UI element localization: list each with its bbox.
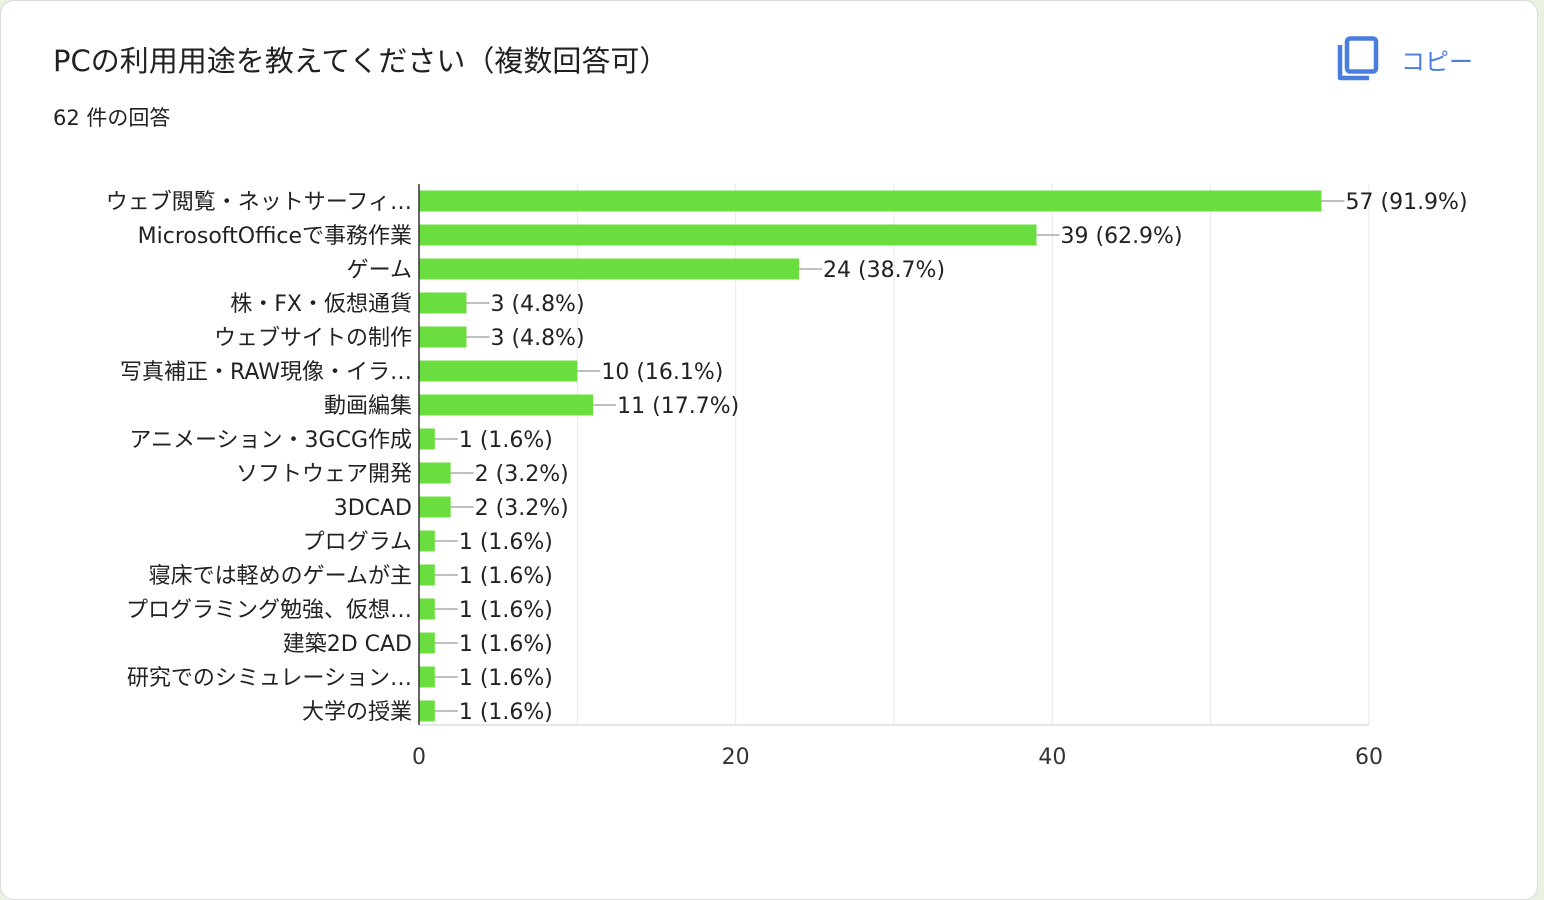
data-label: 3 (4.8%) — [491, 326, 585, 351]
category-label: 寝床では軽めのゲームが主 — [149, 564, 412, 589]
category-label: 写真補正・RAW現像・イラ… — [120, 360, 412, 385]
category-label: 大学の授業 — [302, 700, 412, 725]
category-label: MicrosoftOfficeで事務作業 — [138, 224, 412, 249]
category-label: ゲーム — [347, 258, 412, 283]
copy-label: コピー — [1401, 47, 1473, 76]
bar — [419, 462, 451, 484]
bar — [419, 326, 467, 348]
data-label: 1 (1.6%) — [459, 632, 553, 657]
data-label: 3 (4.8%) — [491, 292, 585, 317]
bar — [419, 394, 594, 416]
data-label: 11 (17.7%) — [617, 394, 739, 419]
question-title: PCの利用用途を教えてください（複数回答可） — [53, 44, 669, 78]
response-count: 62 件の回答 — [53, 106, 171, 130]
bar — [419, 190, 1322, 212]
bar — [419, 292, 467, 314]
bar — [419, 700, 435, 722]
bar — [419, 530, 435, 552]
data-label: 24 (38.7%) — [823, 258, 945, 283]
x-tick-label: 60 — [1355, 745, 1383, 770]
bar — [419, 224, 1037, 246]
category-label: 動画編集 — [324, 394, 412, 419]
category-label: プログラミング勉強、仮想… — [126, 598, 412, 623]
bar — [419, 496, 451, 518]
bar — [419, 258, 799, 280]
category-label: 株・FX・仮想通貨 — [230, 292, 412, 317]
x-tick-label: 40 — [1038, 745, 1066, 770]
bar — [419, 598, 435, 620]
category-label: ソフトウェア開発 — [236, 462, 412, 487]
copy-button[interactable]: コピー — [1337, 35, 1473, 83]
category-label: ウェブ閲覧・ネットサーフィ… — [106, 190, 412, 215]
bar — [419, 428, 435, 450]
bar — [419, 666, 435, 688]
x-tick-label: 20 — [722, 745, 750, 770]
category-label: 建築2D CAD — [283, 632, 412, 657]
data-label: 2 (3.2%) — [475, 496, 569, 521]
data-label: 1 (1.6%) — [459, 530, 553, 555]
data-label: 1 (1.6%) — [459, 700, 553, 725]
category-label: ウェブサイトの制作 — [214, 326, 412, 351]
category-label: アニメーション・3GCG作成 — [129, 428, 412, 453]
data-label: 1 (1.6%) — [459, 666, 553, 691]
data-label: 1 (1.6%) — [459, 564, 553, 589]
copy-icon — [1337, 36, 1379, 81]
data-label: 57 (91.9%) — [1346, 190, 1468, 215]
data-label: 39 (62.9%) — [1061, 224, 1183, 249]
data-label: 2 (3.2%) — [475, 462, 569, 487]
bar-chart: 0 20 40 60 ウェブ閲覧・ネットサーフィ… 57 (91.9%) Microsoft… — [106, 184, 1468, 770]
bar — [419, 360, 578, 382]
category-label: プログラム — [303, 530, 412, 555]
category-label: 3DCAD — [334, 496, 412, 521]
data-label: 1 (1.6%) — [459, 428, 553, 453]
bar — [419, 564, 435, 586]
data-label: 10 (16.1%) — [601, 360, 723, 385]
category-label: 研究でのシミュレーション… — [127, 666, 412, 691]
data-label: 1 (1.6%) — [459, 598, 553, 623]
x-tick-label: 0 — [412, 745, 426, 770]
bar — [419, 632, 435, 654]
